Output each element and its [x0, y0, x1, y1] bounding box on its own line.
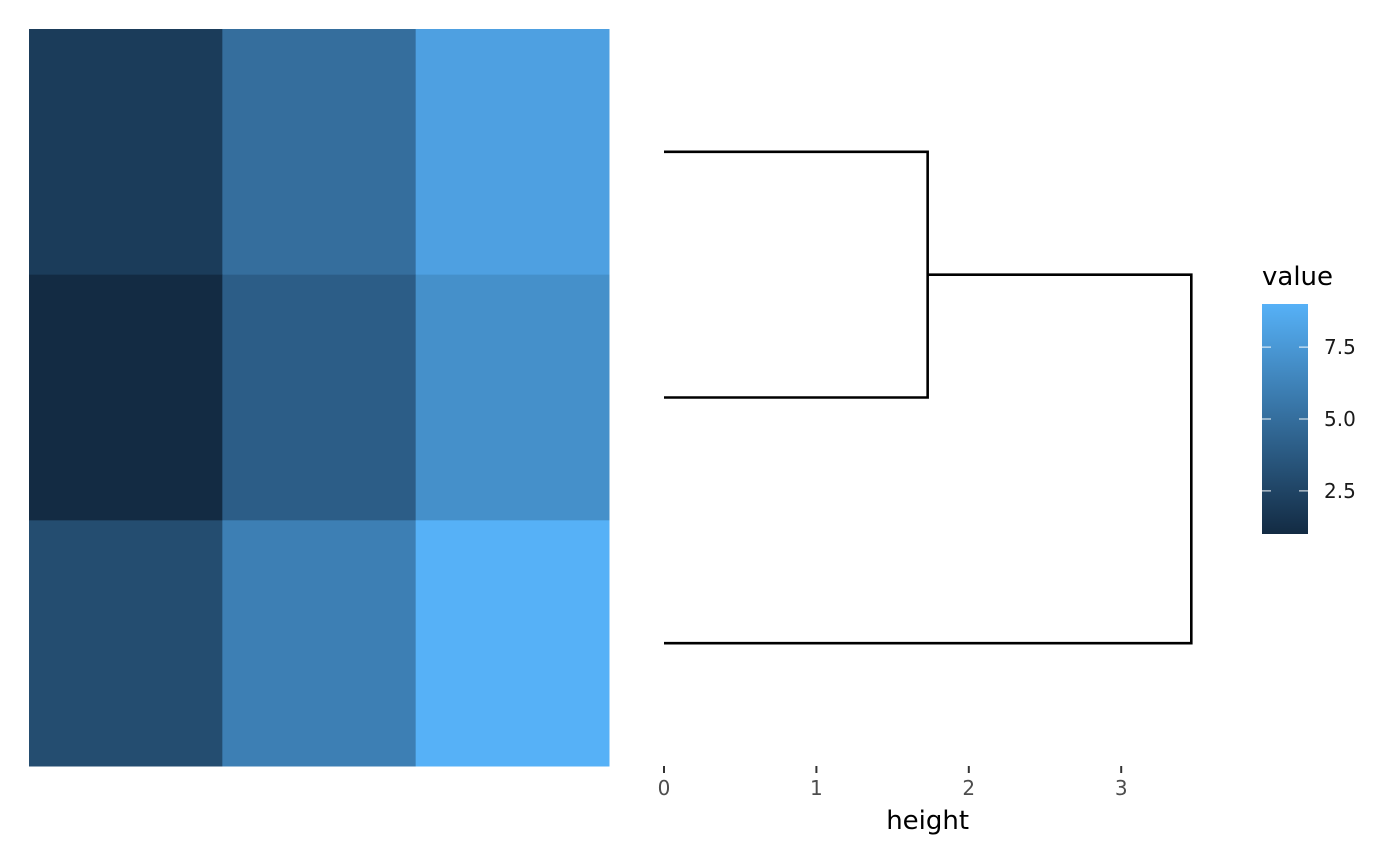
dendrogram — [664, 150, 1193, 645]
legend-ticks: 2.5 5.0 7.5 — [1262, 335, 1356, 503]
x-tick-label-0: 0 — [658, 776, 671, 800]
heatmap-cell-r1-c3 — [415, 29, 610, 276]
dendrogram-x-axis: 0 1 2 3 — [658, 766, 1128, 800]
heatmap-cell-r1-c2 — [222, 29, 417, 276]
heatmap-cell-r2-c2 — [222, 274, 417, 521]
x-tick-label-2: 2 — [962, 776, 975, 800]
legend-label-2.5: 2.5 — [1324, 479, 1356, 503]
dendrogram-branch-root — [664, 273, 1193, 645]
x-tick-label-3: 3 — [1115, 776, 1128, 800]
heatmap-cell-r3-c1 — [29, 520, 223, 767]
dendrogram-branch-leaves-1-2 — [664, 150, 929, 399]
legend-label-5.0: 5.0 — [1324, 407, 1356, 431]
heatmap-cell-r2-c1 — [29, 274, 223, 521]
legend-label-7.5: 7.5 — [1324, 335, 1356, 359]
heatmap-cell-r1-c1 — [29, 29, 223, 276]
heatmap-cell-r3-c3 — [415, 520, 610, 767]
legend-title: value — [1262, 262, 1333, 292]
x-tick-label-1: 1 — [810, 776, 823, 800]
heatmap-cell-r2-c3 — [415, 274, 610, 521]
x-axis-title: height — [886, 806, 969, 836]
color-legend: value 2.5 5.0 7.5 — [1262, 262, 1356, 534]
heatmap-cell-r3-c2 — [222, 520, 417, 767]
heatmap — [29, 29, 610, 767]
